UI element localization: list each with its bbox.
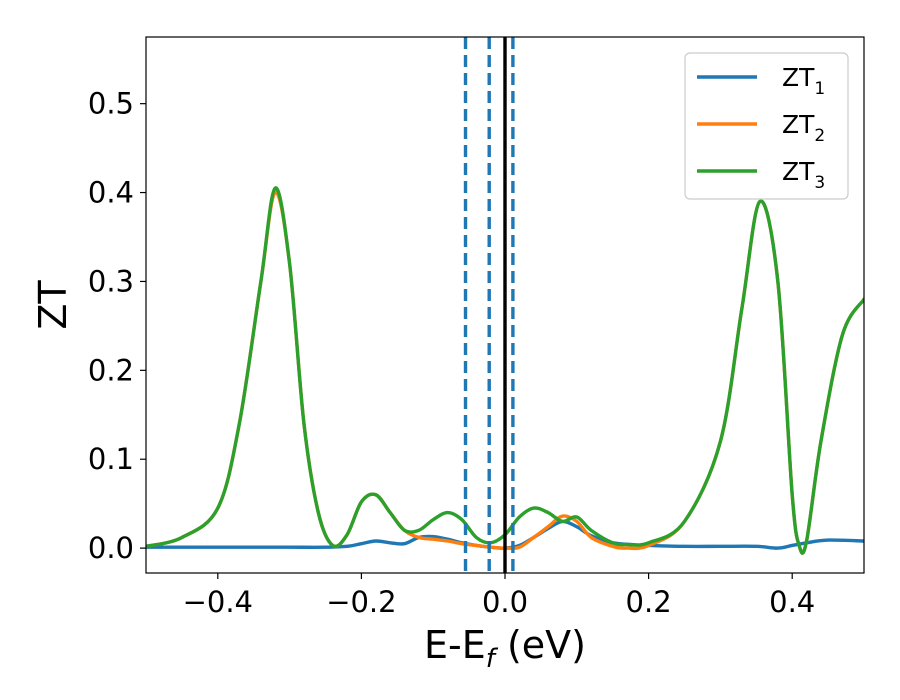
plot-area bbox=[146, 37, 864, 573]
legend-label-zt3: ZT3 bbox=[782, 157, 825, 193]
x-tick-label: 0.0 bbox=[482, 585, 528, 619]
y-tick-label: 0.5 bbox=[88, 87, 134, 121]
x-tick-label: 0.2 bbox=[626, 585, 672, 619]
y-axis-title: ZT bbox=[31, 280, 75, 330]
y-tick-label: 0.1 bbox=[88, 442, 134, 476]
legend-label-zt1: ZT1 bbox=[782, 63, 825, 99]
y-tick-label: 0.4 bbox=[88, 176, 134, 210]
axis-ticks: −0.4 −0.2 0.0 0.2 0.4 0.0 0.1 0.2 0.3 0.4 0.5 bbox=[88, 87, 815, 619]
x-tick-label: −0.2 bbox=[326, 585, 396, 619]
legend-label-zt2: ZT2 bbox=[782, 110, 825, 146]
x-axis-title: E-Ef (eV) bbox=[424, 623, 586, 674]
x-axis-title-unit: (eV) bbox=[495, 623, 586, 667]
legend-box bbox=[684, 52, 849, 200]
x-axis-title-main: E-E bbox=[424, 623, 486, 667]
legend: ZT1 ZT2 ZT3 bbox=[684, 52, 849, 200]
y-tick-label: 0.0 bbox=[88, 531, 134, 565]
x-tick-label: −0.4 bbox=[183, 585, 253, 619]
y-tick-label: 0.3 bbox=[88, 264, 134, 298]
x-tick-label: 0.4 bbox=[769, 585, 815, 619]
y-tick-label: 0.2 bbox=[88, 353, 134, 387]
